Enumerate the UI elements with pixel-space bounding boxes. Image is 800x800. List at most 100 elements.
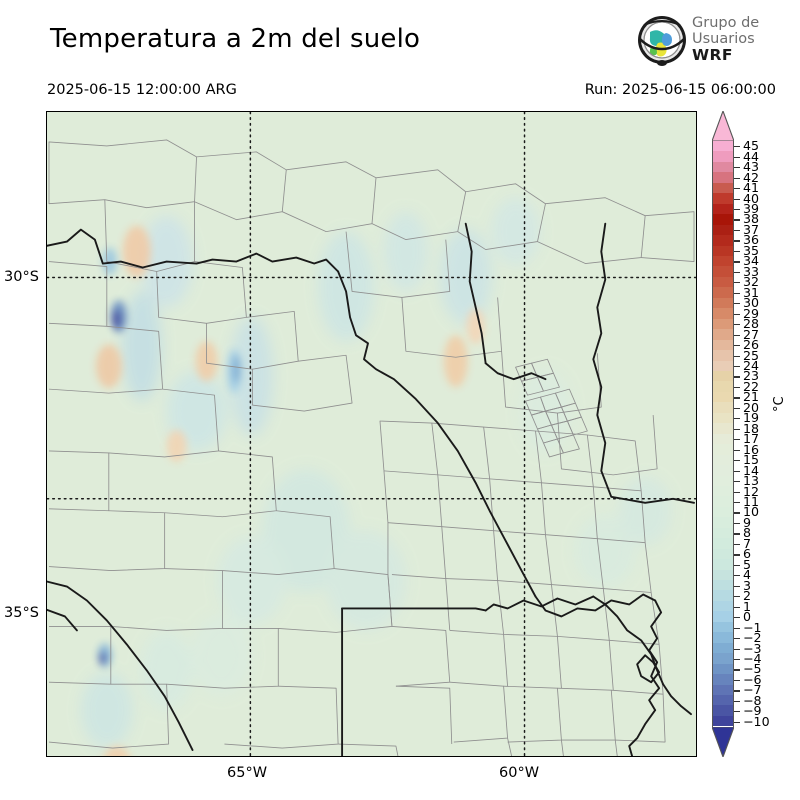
colorbar-tick bbox=[734, 407, 740, 410]
colorbar-tick-label: 1 bbox=[743, 598, 752, 614]
colorbar-swatch bbox=[713, 538, 733, 549]
colorbar-swatch bbox=[713, 632, 733, 643]
colorbar-tick bbox=[734, 324, 740, 326]
colorbar-tick bbox=[734, 313, 740, 315]
colorbar-tick-label: 41 bbox=[743, 180, 760, 196]
axis-label-lon-65w: 65°W bbox=[227, 765, 268, 781]
colorbar-tick bbox=[734, 512, 740, 514]
colorbar-swatch bbox=[713, 255, 733, 267]
colorbar-tick bbox=[734, 669, 740, 671]
colorbar-swatch bbox=[713, 663, 733, 675]
colorbar-tick-label: 35 bbox=[743, 242, 760, 258]
colorbar-tick-label: 13 bbox=[743, 473, 760, 489]
colorbar-tick bbox=[734, 271, 740, 273]
colorbar-swatch bbox=[713, 172, 733, 183]
colorbar-swatch bbox=[713, 423, 733, 434]
valid-time-label: 2025-06-15 12:00:00 ARG bbox=[47, 82, 237, 98]
colorbar-swatch bbox=[713, 339, 733, 351]
colorbar-swatch bbox=[713, 715, 733, 727]
colorbar-tick-label: −1 bbox=[743, 619, 762, 635]
colorbar-swatch bbox=[713, 559, 733, 570]
axis-label-lon-60w: 60°W bbox=[499, 765, 540, 781]
colorbar-swatch bbox=[713, 308, 733, 319]
colorbar-swatch bbox=[713, 193, 733, 204]
colorbar-tick bbox=[734, 460, 740, 462]
temperature-map bbox=[47, 112, 696, 756]
colorbar-swatch bbox=[713, 329, 733, 340]
colorbar-tick bbox=[734, 365, 740, 368]
colorbar-tick bbox=[734, 156, 740, 158]
colorbar-swatch bbox=[713, 402, 733, 413]
colorbar-tick-label: 38 bbox=[743, 211, 760, 227]
colorbar-tick-label: 39 bbox=[743, 201, 760, 217]
colorbar-swatch bbox=[713, 475, 733, 486]
colorbar-tick-label: 40 bbox=[743, 190, 760, 206]
colorbar-swatch bbox=[713, 485, 733, 497]
colorbar-swatch bbox=[713, 684, 733, 696]
colorbar-tick-label: 43 bbox=[743, 159, 760, 175]
colorbar-tick bbox=[734, 303, 740, 305]
colorbar-swatch bbox=[713, 381, 733, 392]
colorbar-swatch bbox=[713, 391, 733, 403]
colorbar-tick-label: −9 bbox=[743, 703, 762, 719]
colorbar-tick bbox=[734, 658, 740, 661]
colorbar-tick bbox=[734, 533, 740, 535]
colorbar-swatch bbox=[713, 465, 733, 476]
colorbar-tick bbox=[734, 502, 740, 504]
colorbar-swatch bbox=[713, 433, 733, 445]
colorbar-swatch bbox=[713, 360, 733, 371]
colorbar-swatch bbox=[713, 548, 733, 560]
colorbar-tick bbox=[734, 229, 740, 232]
colorbar-tick bbox=[734, 627, 740, 629]
colorbar-tick-label: 18 bbox=[743, 420, 760, 436]
colorbar-swatch bbox=[713, 141, 733, 152]
colorbar-swatch bbox=[713, 580, 733, 591]
colorbar-tick-label: 6 bbox=[743, 546, 752, 562]
colorbar-tick bbox=[734, 596, 740, 598]
colorbar-tick bbox=[734, 721, 740, 723]
colorbar-tick bbox=[734, 292, 740, 294]
colorbar-tick bbox=[734, 606, 740, 608]
colorbar-swatch bbox=[713, 569, 733, 581]
colorbar-tick bbox=[734, 282, 740, 284]
colorbar-swatch bbox=[713, 276, 733, 288]
colorbar-tick-label: 45 bbox=[743, 138, 760, 154]
colorbar-unit-label: °C bbox=[772, 396, 787, 412]
brand-logo: Grupo de Usuarios WRF bbox=[636, 14, 796, 70]
colorbar-tick bbox=[734, 167, 740, 169]
colorbar-swatch bbox=[713, 590, 733, 601]
colorbar-tick-label: 8 bbox=[743, 525, 752, 541]
colorbar-tick bbox=[734, 428, 740, 430]
colorbar-tick-label: 34 bbox=[743, 253, 760, 269]
colorbar-tick bbox=[734, 240, 740, 242]
colorbar-tick-label: −7 bbox=[743, 682, 762, 698]
colorbar-swatch bbox=[713, 318, 733, 330]
colorbar-tick-label: 22 bbox=[743, 378, 760, 394]
colorbar-tick-label: 21 bbox=[743, 389, 760, 405]
colorbar-swatch bbox=[713, 496, 733, 507]
logo-line-1: Grupo de bbox=[692, 15, 760, 31]
colorbar-tick-label: 9 bbox=[743, 514, 752, 530]
map-plot-area[interactable] bbox=[46, 111, 697, 757]
colorbar-tick bbox=[734, 376, 740, 378]
colorbar-tick bbox=[734, 470, 740, 472]
logo-line-3: WRF bbox=[692, 46, 733, 64]
colorbar-tick bbox=[734, 449, 740, 451]
colorbar-swatch bbox=[713, 444, 733, 455]
colorbar-tick-label: 4 bbox=[743, 567, 752, 583]
colorbar-swatch bbox=[713, 517, 733, 528]
colorbar-tick-label: 11 bbox=[743, 494, 760, 510]
colorbar-swatch bbox=[713, 705, 733, 716]
colorbar-tick bbox=[734, 543, 740, 546]
colorbar-extend-top-arrow bbox=[712, 111, 734, 141]
colorbar-tick bbox=[734, 554, 740, 556]
colorbar-gradient bbox=[712, 141, 734, 727]
colorbar-tick bbox=[734, 345, 740, 347]
page-title: Temperatura a 2m del suelo bbox=[50, 24, 421, 54]
colorbar-swatch bbox=[713, 350, 733, 361]
colorbar-tick-label: 30 bbox=[743, 295, 760, 311]
colorbar-swatch bbox=[713, 266, 733, 277]
colorbar-swatch bbox=[713, 161, 733, 173]
colorbar-swatch bbox=[713, 621, 733, 633]
colorbar-tick-label: 16 bbox=[743, 441, 760, 457]
